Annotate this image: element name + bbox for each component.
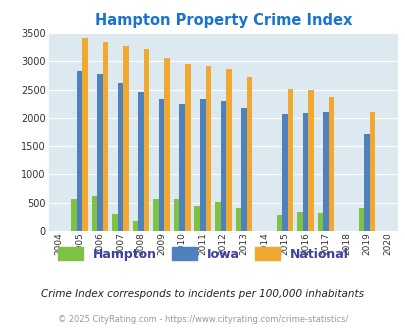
Bar (158, 99, 164, 231)
Bar (281, 115, 287, 231)
Title: Hampton Property Crime Index: Hampton Property Crime Index (94, 13, 351, 28)
Bar (77, 71, 82, 231)
Bar (200, 99, 205, 231)
Bar (112, 214, 117, 231)
Bar (317, 214, 322, 231)
Bar (132, 221, 138, 231)
Bar (97, 74, 102, 231)
Bar (307, 90, 313, 231)
Bar (82, 38, 87, 231)
Bar (215, 202, 220, 231)
Bar (276, 214, 281, 231)
Bar (220, 101, 226, 231)
Legend: Hampton, Iowa, National: Hampton, Iowa, National (52, 242, 353, 266)
Bar (328, 97, 333, 231)
Bar (226, 69, 231, 231)
Bar (173, 199, 179, 231)
Bar (138, 92, 143, 231)
Bar (246, 77, 252, 231)
Bar (71, 199, 77, 231)
Text: © 2025 CityRating.com - https://www.cityrating.com/crime-statistics/: © 2025 CityRating.com - https://www.city… (58, 315, 347, 324)
Bar (296, 212, 302, 231)
Bar (287, 89, 292, 231)
Bar (241, 108, 246, 231)
Bar (302, 113, 307, 231)
Bar (185, 64, 190, 231)
Bar (123, 46, 129, 231)
Bar (235, 208, 241, 231)
Bar (164, 58, 170, 231)
Bar (205, 66, 211, 231)
Bar (363, 134, 369, 231)
Bar (153, 199, 158, 231)
Bar (179, 104, 185, 231)
Bar (117, 83, 123, 231)
Bar (369, 112, 375, 231)
Bar (358, 208, 363, 231)
Bar (143, 50, 149, 231)
Text: Crime Index corresponds to incidents per 100,000 inhabitants: Crime Index corresponds to incidents per… (41, 289, 364, 299)
Bar (194, 206, 200, 231)
Bar (102, 42, 108, 231)
Bar (322, 112, 328, 231)
Bar (92, 196, 97, 231)
